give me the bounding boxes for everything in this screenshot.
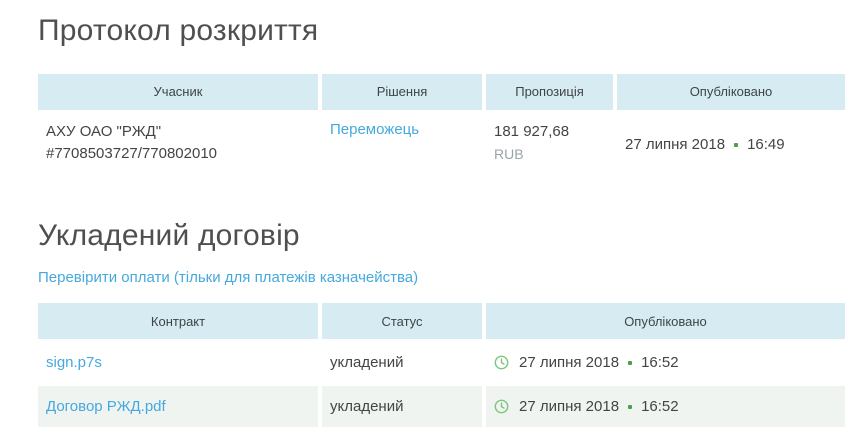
contract-file-cell: sign.p7s bbox=[38, 342, 318, 383]
contract-file-link[interactable]: sign.p7s bbox=[46, 354, 102, 371]
decision-link[interactable]: Переможець bbox=[330, 120, 420, 138]
column-header-published: Опубліковано bbox=[617, 73, 845, 110]
contract-status-cell: укладений bbox=[322, 386, 482, 427]
check-payments-link[interactable]: Перевірити оплати (тільки для платежів к… bbox=[38, 269, 419, 286]
contract-status-cell: укладений bbox=[322, 342, 482, 383]
published-date: 27 липня 2018 bbox=[519, 398, 620, 415]
page: Протокол розкриття Учасник Рішення Пропо… bbox=[38, 14, 845, 427]
green-dot-icon bbox=[734, 142, 739, 147]
published-date: 27 липня 2018 bbox=[519, 354, 620, 371]
section-title-disclosure-protocol: Протокол розкриття bbox=[38, 14, 319, 47]
participant-name: АХУ ОАО "РЖД" bbox=[46, 122, 162, 140]
contract-file-link[interactable]: Договор РЖД.pdf bbox=[46, 398, 166, 415]
contract-published-cell: 27 липня 2018 16:52 bbox=[486, 386, 845, 427]
proposal-cell: 181 927,68 RUB bbox=[486, 112, 613, 191]
column-header-contract: Контракт bbox=[38, 303, 318, 339]
clock-icon bbox=[494, 355, 509, 370]
contract-file-cell: Договор РЖД.pdf bbox=[38, 386, 318, 427]
column-header-published: Опубліковано bbox=[486, 303, 845, 339]
column-header-status: Статус bbox=[322, 303, 482, 339]
contract-published-cell: 27 липня 2018 16:52 bbox=[486, 342, 845, 383]
contract-table: Контракт Статус Опубліковано sign.p7s ук… bbox=[38, 303, 845, 427]
disclosure-table: Учасник Рішення Пропозиція Опубліковано … bbox=[38, 73, 845, 191]
proposal-currency: RUB bbox=[494, 145, 524, 162]
participant-id: #7708503727/770802010 bbox=[46, 144, 218, 162]
contract-status: укладений bbox=[330, 354, 404, 371]
published-cell: 27 липня 2018 16:49 bbox=[617, 112, 845, 191]
column-header-proposal: Пропозиція bbox=[486, 73, 613, 110]
clock-icon bbox=[494, 399, 509, 414]
contract-status: укладений bbox=[330, 398, 404, 415]
participant-cell: АХУ ОАО "РЖД" #7708503727/770802010 bbox=[38, 112, 318, 191]
published-date: 27 липня 2018 bbox=[625, 135, 726, 153]
proposal-amount: 181 927,68 bbox=[494, 122, 570, 140]
decision-cell: Переможець bbox=[322, 112, 482, 191]
column-header-decision: Рішення bbox=[322, 73, 482, 110]
green-dot-icon bbox=[628, 405, 633, 409]
published-time: 16:52 bbox=[641, 354, 679, 371]
published-time: 16:52 bbox=[641, 398, 679, 415]
published-time: 16:49 bbox=[747, 135, 785, 153]
section-title-concluded-contract: Укладений договір bbox=[38, 218, 300, 252]
column-header-participant: Учасник bbox=[38, 73, 318, 110]
green-dot-icon bbox=[628, 361, 633, 365]
